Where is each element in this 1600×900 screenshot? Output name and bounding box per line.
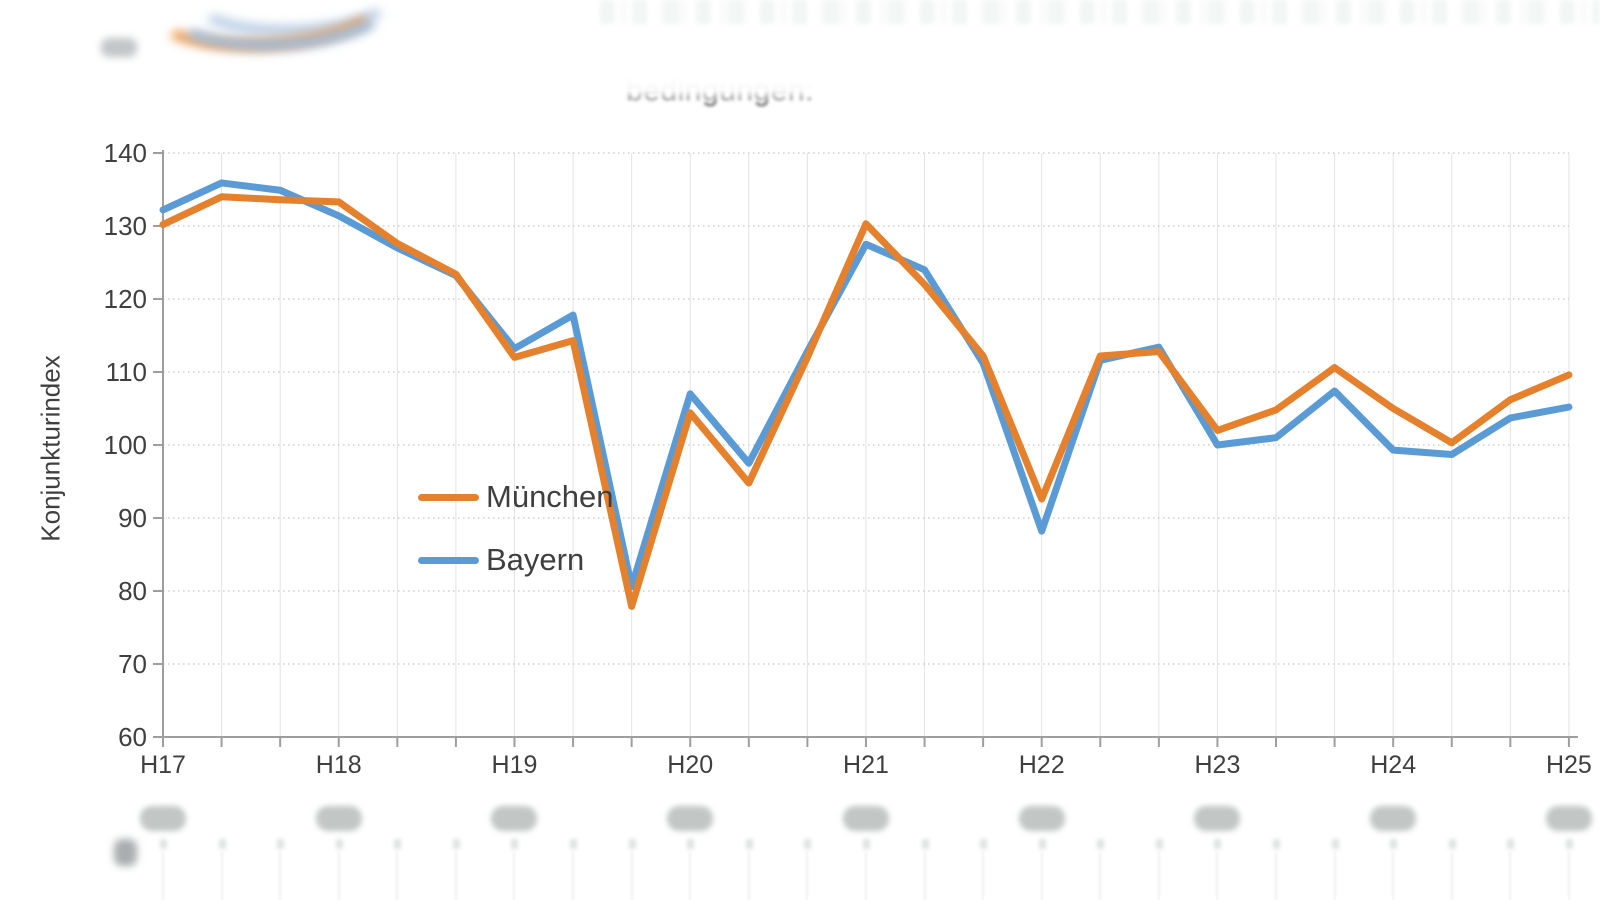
y-tick-label: 140 bbox=[104, 138, 147, 168]
legend-item-bayern: Bayern bbox=[418, 539, 614, 581]
chart-title-blurred: bedingungen: bbox=[555, 74, 885, 118]
blurred-smudge bbox=[101, 38, 137, 57]
bayern-line-swatch-icon bbox=[418, 556, 479, 564]
title-blur-fade bbox=[555, 74, 885, 118]
legend-label: Bayern bbox=[486, 542, 585, 577]
x-tick-label: H19 bbox=[492, 751, 538, 779]
x-tick-label: H24 bbox=[1370, 751, 1416, 779]
x-tick-label: H17 bbox=[140, 751, 186, 779]
y-tick-label: 80 bbox=[118, 576, 147, 606]
x-tick-label: H23 bbox=[1195, 751, 1241, 779]
y-tick-label: 90 bbox=[118, 503, 147, 533]
y-tick-label: 110 bbox=[106, 357, 147, 387]
x-tick-label: H22 bbox=[1019, 751, 1065, 779]
x-tick-label: H21 bbox=[843, 751, 889, 779]
x-tick-label: H18 bbox=[316, 751, 362, 779]
x-tick-label: H25 bbox=[1546, 751, 1592, 779]
legend-item-muenchen: München bbox=[418, 476, 614, 518]
x-tick-label: H20 bbox=[667, 751, 713, 779]
muenchen-line-swatch-icon bbox=[418, 493, 479, 501]
blurred-top-texture bbox=[600, 0, 1600, 24]
y-tick-label: 100 bbox=[104, 430, 147, 460]
y-tick-label: 70 bbox=[118, 649, 147, 679]
y-tick-label: 60 bbox=[118, 722, 147, 752]
y-tick-label: 130 bbox=[104, 211, 147, 241]
series-line-muenchen bbox=[159, 193, 1573, 610]
series-line-bayern bbox=[159, 179, 1573, 591]
y-tick-label: 120 bbox=[104, 284, 147, 314]
chart-legend: München Bayern bbox=[418, 476, 614, 581]
legend-label: München bbox=[486, 479, 614, 514]
